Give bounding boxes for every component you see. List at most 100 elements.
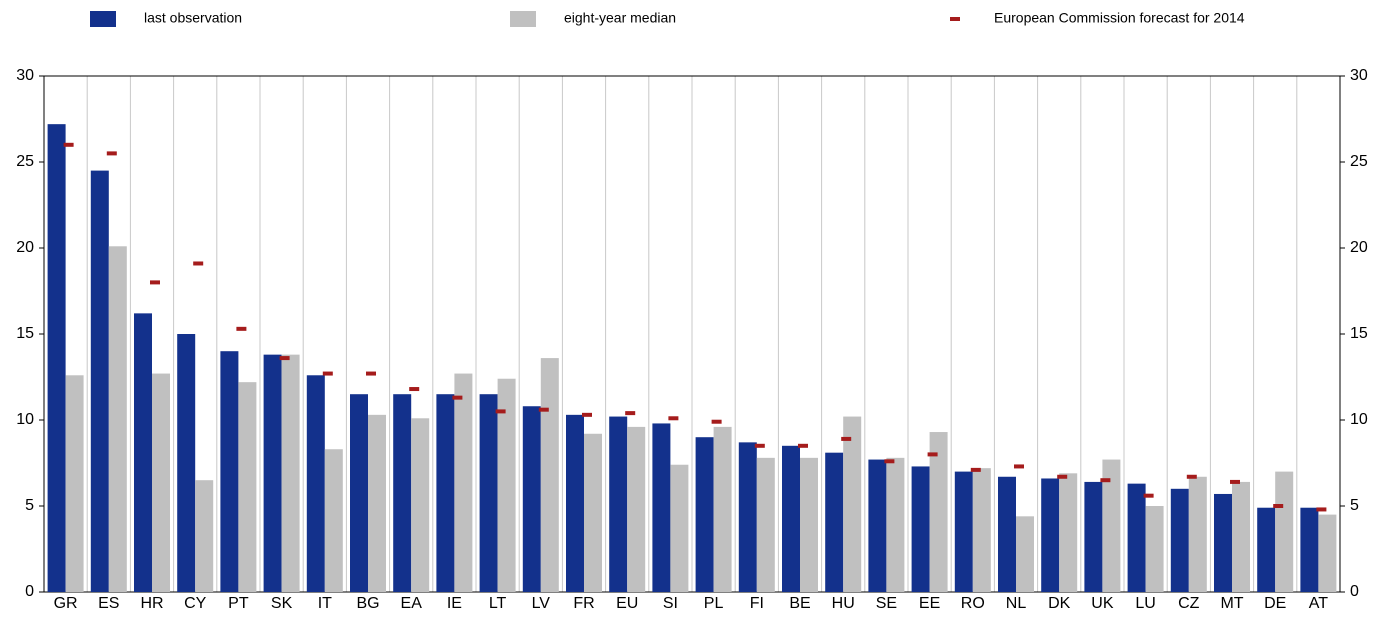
forecast-marker bbox=[322, 371, 333, 376]
bar bbox=[479, 394, 498, 592]
x-tick-label: RO bbox=[961, 595, 985, 612]
bar bbox=[1188, 476, 1207, 592]
bar bbox=[350, 394, 368, 592]
bar bbox=[1102, 459, 1121, 592]
bar bbox=[195, 480, 214, 592]
legend-swatch bbox=[510, 11, 536, 27]
forecast-marker bbox=[1014, 464, 1024, 469]
bar bbox=[998, 476, 1016, 592]
y-tick-label: 30 bbox=[16, 67, 34, 84]
bar bbox=[1127, 483, 1146, 592]
x-tick-label: NL bbox=[1006, 595, 1027, 612]
forecast-marker bbox=[236, 326, 247, 331]
x-tick-label: IE bbox=[447, 595, 462, 612]
legend-label: last observation bbox=[144, 10, 242, 26]
bar bbox=[652, 423, 671, 592]
x-tick-label: FI bbox=[750, 595, 764, 612]
y2-tick-label: 10 bbox=[1350, 411, 1368, 428]
bar bbox=[152, 373, 170, 592]
forecast-marker bbox=[279, 356, 290, 361]
bar bbox=[1170, 488, 1189, 592]
x-tick-label: BG bbox=[356, 595, 379, 612]
forecast-marker bbox=[106, 151, 117, 156]
bar bbox=[65, 375, 84, 592]
y2-tick-label: 25 bbox=[1350, 153, 1368, 170]
legend-marker bbox=[950, 17, 960, 21]
forecast-marker bbox=[970, 467, 981, 472]
bar bbox=[1318, 514, 1337, 592]
y2-tick-label: 0 bbox=[1350, 583, 1359, 600]
x-tick-label: EA bbox=[401, 595, 423, 612]
bar bbox=[609, 416, 628, 592]
forecast-marker bbox=[409, 387, 420, 392]
forecast-marker bbox=[1273, 504, 1284, 508]
bar bbox=[108, 246, 127, 592]
bar bbox=[954, 471, 973, 592]
forecast-marker bbox=[1316, 507, 1327, 512]
bar bbox=[177, 334, 196, 592]
bar bbox=[90, 170, 109, 592]
bar bbox=[1232, 481, 1250, 592]
bar bbox=[1257, 507, 1276, 592]
forecast-marker bbox=[798, 443, 808, 448]
bar bbox=[800, 457, 818, 592]
y-tick-label: 15 bbox=[16, 325, 34, 342]
x-tick-label: FR bbox=[573, 595, 594, 612]
forecast-marker bbox=[927, 452, 938, 457]
x-tick-label: BE bbox=[789, 595, 810, 612]
bar bbox=[843, 416, 862, 592]
x-tick-label: LT bbox=[489, 595, 507, 612]
bar bbox=[393, 394, 412, 592]
bar bbox=[306, 375, 325, 592]
bar bbox=[368, 414, 386, 592]
forecast-marker bbox=[884, 459, 895, 464]
forecast-marker bbox=[63, 142, 74, 147]
y2-tick-label: 15 bbox=[1350, 325, 1368, 342]
bar bbox=[911, 466, 930, 592]
x-tick-label: SE bbox=[876, 595, 897, 612]
bar bbox=[1059, 473, 1078, 592]
bar bbox=[220, 351, 239, 592]
y-tick-label: 25 bbox=[16, 153, 34, 170]
bar bbox=[670, 464, 689, 592]
bar bbox=[238, 382, 257, 592]
bar bbox=[756, 457, 775, 592]
bar bbox=[972, 468, 991, 592]
bar bbox=[1300, 507, 1319, 592]
bar bbox=[134, 313, 152, 592]
bar bbox=[627, 426, 646, 592]
forecast-marker bbox=[538, 407, 549, 412]
forecast-marker bbox=[495, 409, 506, 414]
x-tick-label: AT bbox=[1309, 595, 1328, 612]
bar bbox=[713, 426, 732, 592]
legend-label: eight-year median bbox=[564, 10, 676, 26]
forecast-marker bbox=[711, 419, 722, 424]
bar bbox=[1084, 481, 1103, 592]
forecast-marker bbox=[452, 395, 463, 400]
y-tick-label: 0 bbox=[25, 583, 34, 600]
forecast-marker bbox=[1186, 474, 1197, 479]
x-tick-label: EE bbox=[919, 595, 940, 612]
x-tick-label: UK bbox=[1091, 595, 1114, 612]
forecast-marker bbox=[150, 280, 160, 285]
forecast-marker bbox=[1143, 493, 1154, 498]
y2-tick-label: 20 bbox=[1350, 239, 1368, 256]
bar bbox=[584, 433, 602, 592]
y2-tick-label: 30 bbox=[1350, 67, 1368, 84]
legend-label: European Commission forecast for 2014 bbox=[994, 10, 1245, 26]
x-tick-label: EU bbox=[616, 595, 638, 612]
forecast-marker bbox=[754, 443, 765, 448]
x-tick-label: DK bbox=[1048, 595, 1071, 612]
bar bbox=[1275, 471, 1294, 592]
forecast-marker bbox=[625, 411, 636, 416]
bar bbox=[540, 358, 559, 592]
bar bbox=[695, 437, 714, 592]
bar bbox=[454, 373, 473, 592]
x-tick-label: CZ bbox=[1178, 595, 1200, 612]
y-tick-label: 10 bbox=[16, 411, 34, 428]
x-tick-label: PT bbox=[228, 595, 249, 612]
bar bbox=[566, 414, 584, 592]
x-tick-label: GR bbox=[54, 595, 78, 612]
